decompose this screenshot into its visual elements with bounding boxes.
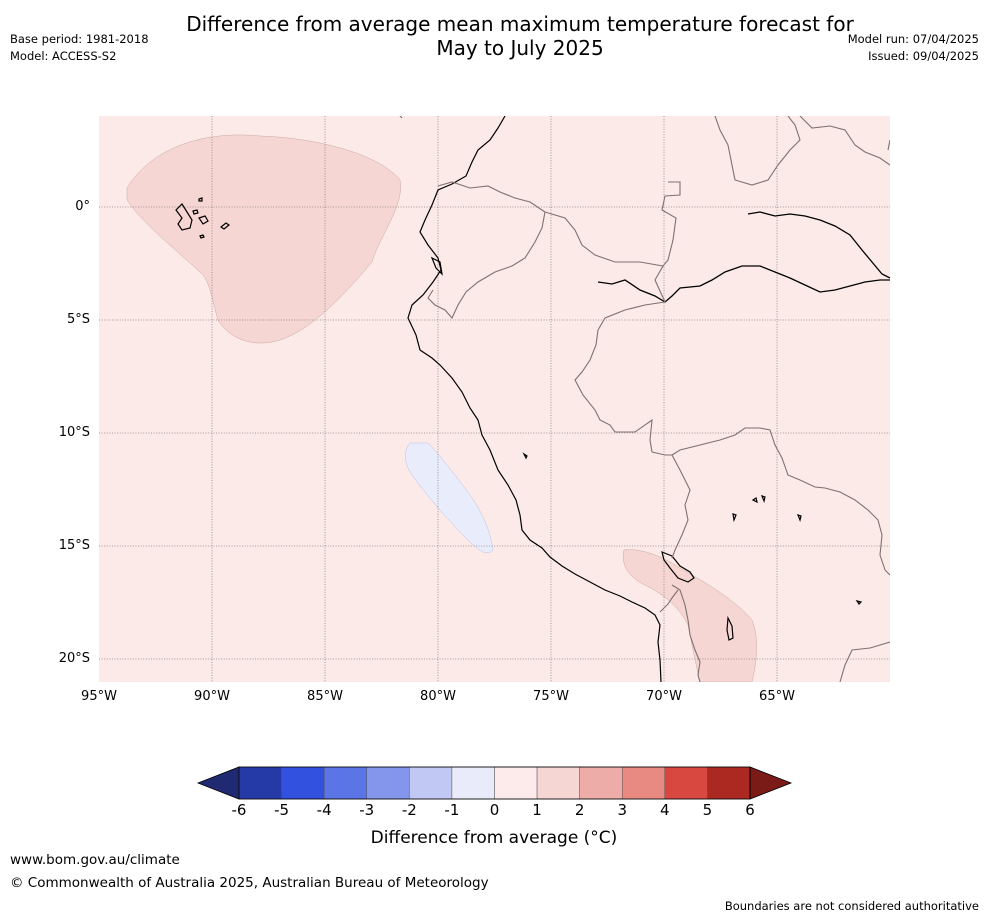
model-run-text: Model run: 07/04/2025	[847, 32, 979, 46]
meta-right: Model run: 07/04/2025 Issued: 09/04/2025	[848, 31, 979, 65]
colorbar-tick-label: 6	[745, 801, 755, 819]
small-lake-6	[522, 452, 528, 460]
colorbar-tick-label: 5	[702, 801, 713, 819]
colorbar-tick-label: -2	[401, 801, 417, 819]
border-peru-bolivia	[651, 451, 691, 559]
colorbar-tick-label: 3	[617, 801, 628, 819]
colorbar-segment	[622, 766, 666, 800]
colorbar-segment	[409, 766, 453, 800]
anomaly-region-galapagos	[126, 134, 401, 344]
colorbar-segment	[494, 766, 538, 800]
colorbar-segment	[323, 766, 367, 800]
x-tick-label: 65°W	[759, 689, 795, 704]
border-bolivia-brazil	[671, 427, 890, 576]
meta-left: Base period: 1981-2018 Model: ACCESS-S2	[10, 31, 149, 65]
border-colombia-brazil	[661, 181, 681, 267]
galapagos-san-cristobal-icon	[219, 222, 231, 230]
colorbar-segment	[281, 766, 325, 800]
y-tick-label: 0°	[75, 199, 90, 214]
coastline-gulf-guayaquil	[430, 256, 443, 276]
colorbar-segment	[451, 766, 495, 800]
border-colombia-panama	[887, 139, 890, 151]
border-colombia-venezuela	[714, 116, 801, 186]
colorbar-segment	[664, 766, 708, 800]
border-bolivia-chile	[671, 584, 701, 682]
colorbar-tick-label: 4	[660, 801, 670, 819]
border-ecuador-peru	[427, 211, 546, 320]
colorbar-over-arrow	[749, 766, 793, 800]
colorbar-tick-label: -5	[274, 801, 290, 819]
y-tick-label: 5°S	[66, 312, 90, 327]
colorbar-tick-label: -1	[444, 801, 460, 819]
galapagos-marchena-icon	[192, 209, 199, 215]
model-text: Model: ACCESS-S2	[10, 49, 117, 63]
anomaly-region-altiplano	[622, 549, 757, 682]
colorbar	[196, 766, 793, 800]
small-lake-4	[796, 514, 802, 522]
border-bolivia-paraguay	[839, 641, 890, 682]
x-tick-label: 95°W	[81, 689, 117, 704]
colorbar-segment	[366, 766, 410, 800]
galapagos-genovesa-icon	[198, 197, 203, 202]
colorbar-tick-label: 1	[532, 801, 542, 819]
colorbar-segment	[707, 766, 751, 800]
x-tick-label: 90°W	[194, 689, 230, 704]
colorbar-tick-label: -6	[231, 801, 247, 819]
x-tick-label: 80°W	[420, 689, 456, 704]
footer-disclaimer: Boundaries are not considered authoritat…	[724, 899, 979, 913]
map-gridlines	[99, 116, 890, 682]
colorbar-under-arrow	[196, 766, 240, 800]
colorbar-segment	[238, 766, 282, 800]
lake-poopo-icon	[726, 615, 734, 641]
x-tick-label: 70°W	[646, 689, 682, 704]
colorbar-segment	[536, 766, 580, 800]
coastlines	[175, 116, 890, 682]
issued-text: Issued: 09/04/2025	[868, 49, 979, 63]
rio-negro-river	[747, 211, 890, 279]
colorbar-tick-label: 0	[489, 801, 500, 819]
colorbar-tick-label: 2	[574, 801, 585, 819]
x-tick-label: 75°W	[533, 689, 569, 704]
small-lake-2	[760, 495, 766, 503]
footer-copyright: © Commonwealth of Australia 2025, Austra…	[10, 875, 489, 891]
border-venezuela-guyana	[399, 116, 403, 119]
country-borders	[399, 116, 890, 682]
border-peru-brazil	[574, 301, 666, 453]
small-lake-1	[751, 497, 758, 504]
y-tick-label: 20°S	[58, 651, 90, 666]
lake-titicaca-icon	[661, 551, 695, 583]
border-colombia-ecuador	[437, 181, 546, 213]
colorbar-label: Difference from average (°C)	[370, 828, 618, 848]
colorbar-tick-label: -4	[316, 801, 332, 819]
galapagos-espanola-icon	[199, 234, 205, 239]
colorbar-tick-label: -3	[359, 801, 375, 819]
y-tick-label: 15°S	[58, 538, 90, 553]
base-period-text: Base period: 1981-2018	[10, 32, 149, 46]
border-colombia-peru	[544, 211, 666, 303]
footer-url[interactable]: www.bom.gov.au/climate	[10, 852, 180, 868]
small-lake-5	[855, 600, 863, 605]
colorbar-segment	[579, 766, 623, 800]
border-peru-chile	[659, 589, 679, 613]
colorbar-frame	[238, 766, 751, 800]
x-tick-label: 85°W	[307, 689, 343, 704]
amazon-river	[597, 265, 890, 303]
coastline-south-america-west	[407, 116, 662, 682]
map-title: Difference from average mean maximum tem…	[186, 12, 854, 60]
galapagos-santa-cruz-icon	[198, 215, 209, 225]
border-venezuela-brazil	[799, 116, 890, 166]
small-lake-3	[732, 513, 737, 523]
y-tick-label: 10°S	[58, 425, 90, 440]
galapagos-isabela-icon	[175, 203, 193, 231]
anomaly-region-peru-ocean	[405, 442, 494, 553]
